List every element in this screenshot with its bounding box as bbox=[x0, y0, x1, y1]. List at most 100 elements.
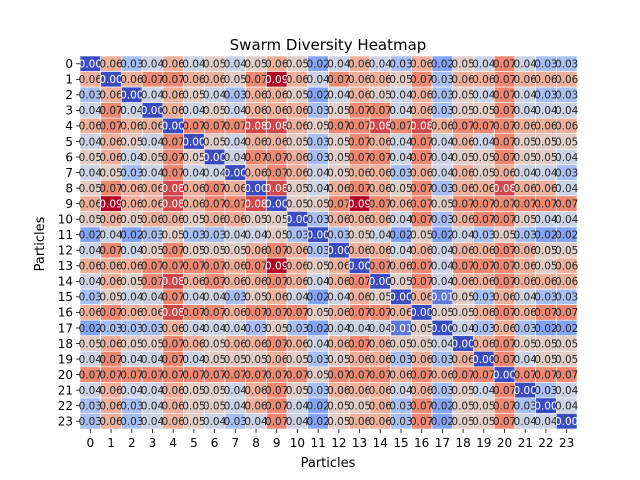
cell-value-label: 0.02 bbox=[389, 230, 412, 242]
cell-value-label: 0.06 bbox=[265, 354, 289, 366]
y-tick-label: 8 bbox=[65, 181, 73, 195]
cell-value-label: 0.06 bbox=[369, 338, 393, 350]
cell-value-label: 0.00 bbox=[327, 245, 350, 257]
cell-value-label: 0.04 bbox=[182, 167, 206, 179]
cell-value-label: 0.06 bbox=[99, 385, 123, 397]
cell-value-label: 0.05 bbox=[120, 276, 143, 288]
cell-value-label: 0.04 bbox=[472, 385, 496, 397]
cell-value-label: 0.07 bbox=[265, 338, 288, 350]
cell-value-label: 0.06 bbox=[514, 276, 538, 288]
cell-value-label: 0.04 bbox=[348, 323, 372, 335]
cell-value-label: 0.06 bbox=[79, 198, 103, 210]
x-tick-label: 2 bbox=[128, 436, 136, 450]
cell-value-label: 0.06 bbox=[182, 338, 206, 350]
cell-value-label: 0.03 bbox=[472, 292, 495, 304]
cell-value-label: 0.07 bbox=[410, 261, 433, 273]
cell-value-label: 0.00 bbox=[224, 167, 247, 179]
y-tick-label: 10 bbox=[58, 212, 73, 226]
cell-value-label: 0.06 bbox=[348, 59, 372, 71]
cell-value-label: 0.07 bbox=[451, 261, 474, 273]
cell-value-label: 0.07 bbox=[265, 307, 288, 319]
cell-value-label: 0.04 bbox=[472, 90, 496, 102]
cell-value-label: 0.06 bbox=[161, 59, 185, 71]
cell-value-label: 0.06 bbox=[389, 261, 413, 273]
cell-value-label: 0.04 bbox=[514, 416, 538, 428]
cell-value-label: 0.04 bbox=[327, 292, 351, 304]
y-tick-label: 16 bbox=[58, 306, 73, 320]
cell-value-label: 0.07 bbox=[369, 369, 392, 381]
cell-value-label: 0.07 bbox=[79, 369, 102, 381]
cell-value-label: 0.07 bbox=[493, 307, 516, 319]
cell-value-label: 0.02 bbox=[431, 59, 454, 71]
cell-value-label: 0.05 bbox=[534, 261, 557, 273]
cell-value-label: 0.04 bbox=[555, 400, 579, 412]
cell-value-label: 0.04 bbox=[79, 276, 103, 288]
x-tick-label: 8 bbox=[252, 436, 260, 450]
cell-value-label: 0.06 bbox=[120, 198, 144, 210]
cell-value-label: 0.03 bbox=[120, 323, 143, 335]
cell-value-label: 0.01 bbox=[431, 292, 454, 304]
x-tick-label: 3 bbox=[149, 436, 157, 450]
cell-value-label: 0.06 bbox=[369, 400, 393, 412]
cell-value-label: 0.06 bbox=[327, 183, 351, 195]
cell-value-label: 0.04 bbox=[286, 400, 310, 412]
cell-value-label: 0.07 bbox=[493, 74, 516, 86]
cell-value-label: 0.00 bbox=[265, 198, 288, 210]
cell-value-label: 0.04 bbox=[79, 385, 103, 397]
cell-value-label: 0.06 bbox=[431, 121, 455, 133]
cell-value-label: 0.07 bbox=[348, 338, 371, 350]
cell-value-label: 0.03 bbox=[555, 167, 578, 179]
x-tick-label: 4 bbox=[169, 436, 177, 450]
cell-value-label: 0.04 bbox=[120, 245, 144, 257]
cell-value-label: 0.05 bbox=[182, 90, 205, 102]
cell-value-label: 0.06 bbox=[451, 136, 475, 148]
cell-value-label: 0.07 bbox=[493, 105, 516, 117]
cell-value-label: 0.04 bbox=[203, 167, 227, 179]
y-tick-label: 7 bbox=[65, 166, 73, 180]
cell-value-label: 0.04 bbox=[286, 416, 310, 428]
cell-value-label: 0.04 bbox=[306, 338, 330, 350]
cell-value-label: 0.05 bbox=[534, 354, 557, 366]
cell-value-label: 0.06 bbox=[99, 90, 123, 102]
cell-value-label: 0.06 bbox=[410, 167, 434, 179]
cell-value-label: 0.07 bbox=[265, 245, 288, 257]
cell-value-label: 0.00 bbox=[555, 416, 578, 428]
cell-value-label: 0.03 bbox=[327, 230, 350, 242]
cell-value-label: 0.06 bbox=[555, 74, 579, 86]
cell-value-label: 0.07 bbox=[493, 136, 516, 148]
cell-value-label: 0.06 bbox=[369, 245, 393, 257]
cell-value-label: 0.04 bbox=[203, 292, 227, 304]
cell-value-label: 0.06 bbox=[265, 292, 289, 304]
y-tick-label: 22 bbox=[58, 399, 73, 413]
y-tick-label: 13 bbox=[58, 259, 73, 273]
cell-value-label: 0.06 bbox=[79, 261, 103, 273]
cell-value-label: 0.07 bbox=[410, 198, 433, 210]
cell-value-label: 0.03 bbox=[203, 230, 226, 242]
cell-value-label: 0.03 bbox=[514, 323, 537, 335]
cell-value-label: 0.07 bbox=[141, 276, 164, 288]
cell-value-label: 0.04 bbox=[203, 323, 227, 335]
cell-value-label: 0.04 bbox=[514, 59, 538, 71]
cell-value-label: 0.04 bbox=[286, 292, 310, 304]
cell-value-label: 0.07 bbox=[534, 307, 557, 319]
x-tick-label: 7 bbox=[231, 436, 239, 450]
cell-value-label: 0.06 bbox=[120, 183, 144, 195]
cell-value-label: 0.06 bbox=[99, 152, 123, 164]
cell-value-label: 0.06 bbox=[203, 214, 227, 226]
cell-value-label: 0.05 bbox=[555, 354, 578, 366]
cell-value-label: 0.05 bbox=[555, 136, 578, 148]
cell-value-label: 0.04 bbox=[514, 167, 538, 179]
cell-value-label: 0.07 bbox=[224, 121, 247, 133]
cell-value-label: 0.03 bbox=[120, 59, 143, 71]
y-tick-label: 23 bbox=[58, 415, 73, 429]
cell-value-label: 0.03 bbox=[120, 167, 143, 179]
y-tick-label: 0 bbox=[65, 57, 73, 71]
cell-value-label: 0.06 bbox=[514, 261, 538, 273]
cell-value-label: 0.06 bbox=[514, 183, 538, 195]
cell-value-label: 0.04 bbox=[369, 323, 393, 335]
cell-value-label: 0.07 bbox=[534, 369, 557, 381]
cell-value-label: 0.05 bbox=[451, 292, 474, 304]
cell-value-label: 0.06 bbox=[161, 400, 185, 412]
cell-value-label: 0.05 bbox=[306, 261, 329, 273]
x-axis-ticks: 0 1 2 3 4 5 6 7 8 9 10 11 12 13 14 15 16 17 18 19 20 21 22 23 bbox=[87, 429, 574, 450]
